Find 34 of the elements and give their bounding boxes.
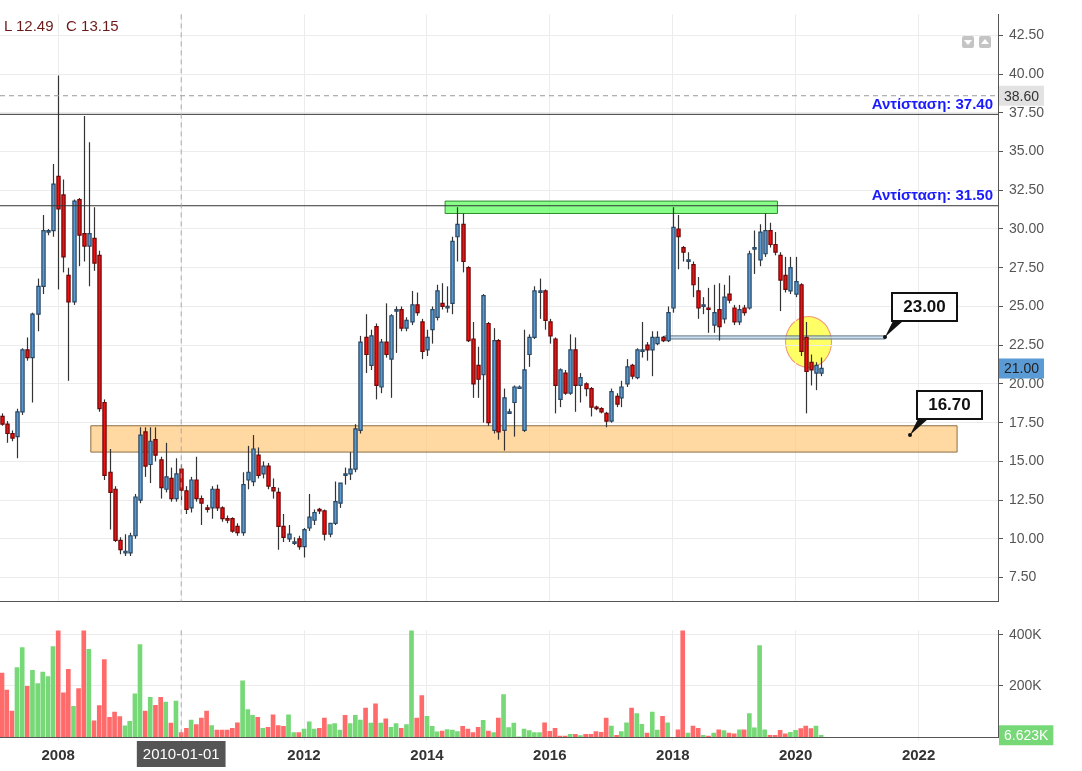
y-tick-label: 10.00 (1009, 529, 1045, 546)
y-tick-label: 25.00 (1009, 297, 1045, 314)
y-tick-label: 42.50 (1009, 26, 1045, 43)
y-tick-label: 32.50 (1009, 181, 1045, 198)
ref-line-label: Αντίσταση: 37.40 (871, 94, 993, 112)
x-tick-label: 2012 (287, 746, 321, 764)
y-tick-label: 20.00 (1009, 374, 1045, 391)
y-tick-label: 37.50 (1009, 103, 1045, 120)
x-tick-label: 2022 (901, 746, 936, 764)
x-tick-label: 2016 (533, 746, 567, 764)
text: 6.623K (1004, 727, 1050, 744)
y-tick-label: 35.00 (1009, 142, 1045, 159)
y-tick-label: 22.50 (1009, 336, 1045, 353)
annotation: L 12.49 (4, 17, 54, 35)
x-tick-label: 2008 (41, 746, 75, 764)
ref-line-label: 2010-01-01 (142, 745, 220, 763)
annotation: C 13.15 (66, 17, 119, 35)
y-tick-label: 15.00 (1009, 452, 1045, 469)
x-tick-label: 2020 (778, 746, 813, 764)
x-tick-label: 2018 (656, 746, 690, 764)
y-tick-label: 17.50 (1009, 413, 1045, 430)
y-tick-label: 40.00 (1009, 64, 1045, 81)
y-tick-label: 12.50 (1009, 490, 1045, 507)
y-tick-label: 400K (1009, 625, 1043, 642)
y-tick-label: 200K (1009, 676, 1043, 693)
annotation: 16.70 (916, 389, 983, 420)
x-tick-label: 2014 (410, 746, 445, 764)
band-label: 23.00 (891, 292, 958, 323)
ref-line-label: Αντίσταση: 31.50 (871, 186, 993, 204)
y-tick-label: 30.00 (1009, 219, 1045, 236)
text: 21.00 (1004, 360, 1040, 377)
y-tick-label: 27.50 (1009, 258, 1045, 275)
ref-line-label: 38.60 (1004, 87, 1040, 104)
y-tick-label: 7.50 (1009, 568, 1037, 585)
